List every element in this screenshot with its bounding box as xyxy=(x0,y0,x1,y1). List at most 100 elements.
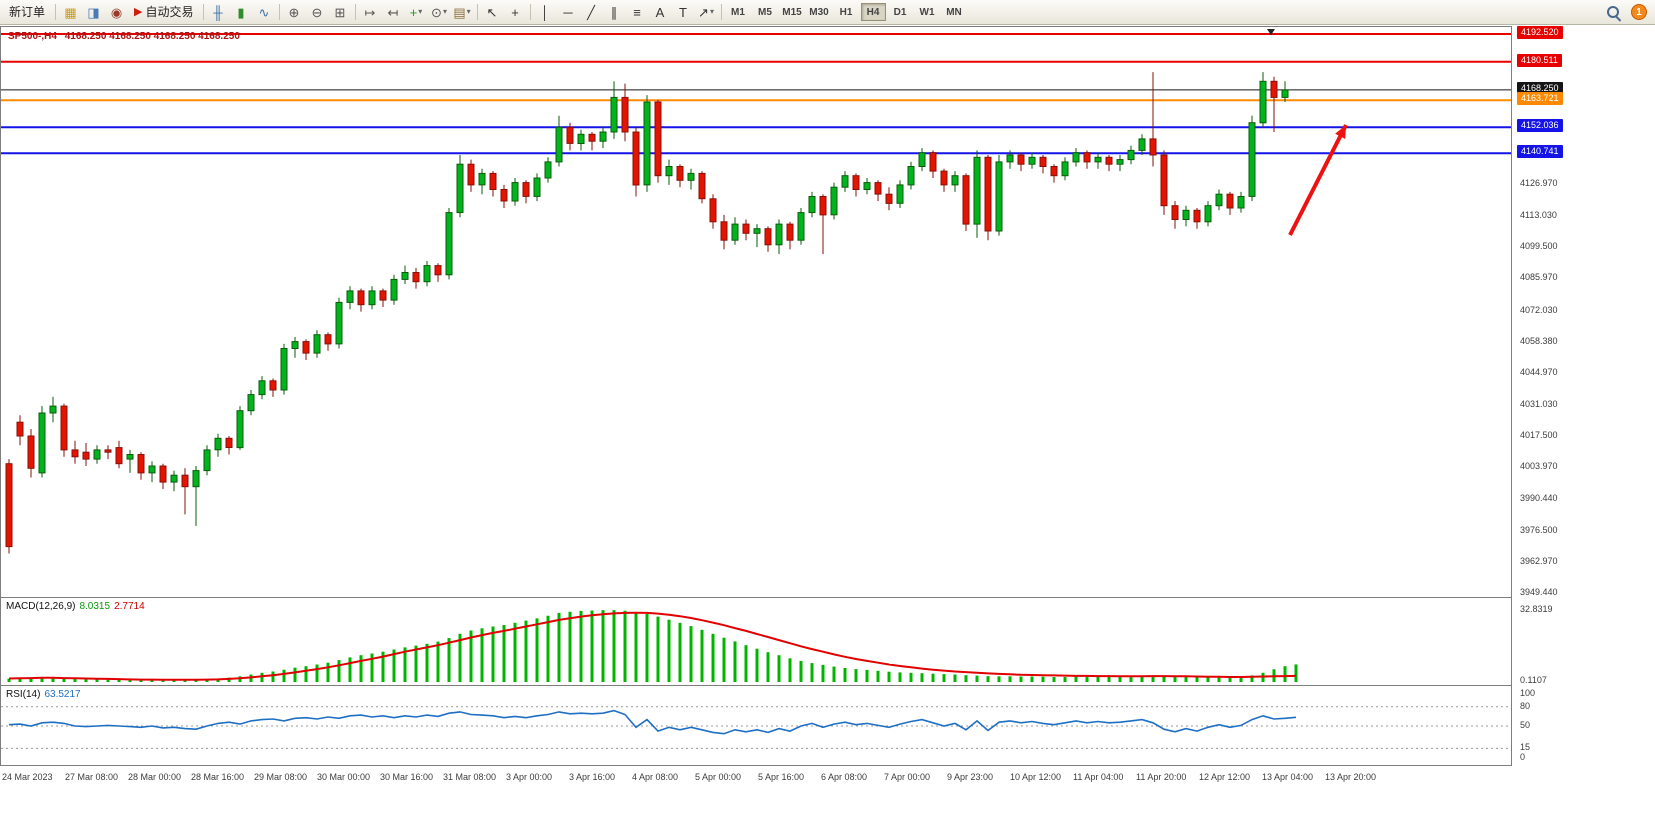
chart-shift-icon[interactable]: ↤ xyxy=(382,2,405,22)
timeframe-button-m5[interactable]: M5 xyxy=(753,3,778,21)
time-axis-label: 24 Mar 2023 xyxy=(2,772,53,782)
price-axis-label: 4058.380 xyxy=(1520,336,1558,346)
cursor-icon: ↖ xyxy=(486,4,498,20)
candle xyxy=(544,157,552,183)
candle xyxy=(1094,152,1102,169)
timeframe-button-h1[interactable]: H1 xyxy=(834,3,859,21)
equidistant-channel-icon[interactable]: ∥ xyxy=(603,2,626,22)
timeframe-button-m15[interactable]: M15 xyxy=(780,3,805,21)
time-axis-label: 10 Apr 12:00 xyxy=(1010,772,1062,782)
periods-button[interactable]: ⊙ ▾ xyxy=(428,2,451,22)
candle xyxy=(709,194,717,229)
price-chart-canvas[interactable] xyxy=(1,27,1511,597)
rsi-axis-label: 100 xyxy=(1520,688,1536,698)
toolbar-separator xyxy=(278,4,280,20)
trendline-icon[interactable]: ╱ xyxy=(580,2,603,22)
charts-grid-icon[interactable]: ▦ xyxy=(59,2,82,22)
line-chart-icon[interactable]: ∿ xyxy=(253,2,276,22)
time-axis[interactable]: 24 Mar 2023 27 Mar 08:00 28 Mar 00:00 28 Ma… xyxy=(0,766,1512,792)
candle xyxy=(269,378,277,397)
autotrading-button[interactable]: ▶ 自动交易 xyxy=(128,0,199,24)
crosshair-icon[interactable]: + xyxy=(504,2,527,22)
tile-windows-icon[interactable]: ⊞ xyxy=(329,2,352,22)
candle xyxy=(1083,150,1091,169)
text-label-icon: T xyxy=(679,4,687,20)
candle xyxy=(159,463,167,489)
candle xyxy=(654,99,662,183)
candle xyxy=(1061,157,1069,181)
chevron-down-icon: ▾ xyxy=(442,7,447,16)
timeframe-button-m1[interactable]: M1 xyxy=(726,3,751,21)
notification-badge[interactable]: 1 xyxy=(1631,4,1647,20)
candle xyxy=(368,286,376,310)
candle xyxy=(192,466,200,526)
price-axis-label: 4017.500 xyxy=(1520,430,1558,440)
timeframe-button-d1[interactable]: D1 xyxy=(888,3,913,21)
current-price-label: 4168.250 xyxy=(1517,82,1563,95)
candle xyxy=(16,415,24,446)
level-price-label: 4152.036 xyxy=(1517,119,1563,132)
text-icon[interactable]: A xyxy=(649,2,672,22)
bar-chart-icon[interactable]: ╫ xyxy=(207,2,230,22)
vertical-line-icon[interactable]: │ xyxy=(534,2,557,22)
candlestick-chart-icon[interactable]: ▮ xyxy=(230,2,253,22)
arrows-icon[interactable]: ↗ ▾ xyxy=(695,2,718,22)
line-chart-icon: ∿ xyxy=(258,4,270,20)
time-axis-label: 31 Mar 08:00 xyxy=(443,772,497,782)
chart-symbol-period: SP500-,H4 xyxy=(8,31,57,42)
macd-canvas[interactable] xyxy=(1,598,1511,685)
toolbar-separator xyxy=(720,4,722,20)
search-icon[interactable] xyxy=(1606,5,1621,20)
price-axis-label: 4099.500 xyxy=(1520,241,1558,251)
candle xyxy=(830,182,838,220)
trend-arrow-annotation[interactable] xyxy=(1288,124,1348,236)
price-axis-label: 4085.970 xyxy=(1520,272,1558,282)
candle xyxy=(852,173,860,197)
candle xyxy=(434,263,442,282)
new-order-button[interactable]: 新订单 xyxy=(2,0,52,24)
candle xyxy=(1204,201,1212,227)
zoom-out-icon[interactable]: ⊖ xyxy=(306,2,329,22)
toolbar-separator xyxy=(55,4,57,20)
candle xyxy=(181,468,189,515)
toolbar-right: 1 xyxy=(1606,4,1653,20)
indicators-button[interactable]: + ▾ xyxy=(405,2,428,22)
chevron-down-icon: ▾ xyxy=(709,7,714,16)
horizontal-line-icon[interactable]: ─ xyxy=(557,2,580,22)
templates-button[interactable]: ▤ ▾ xyxy=(451,2,474,22)
candle xyxy=(896,180,904,208)
macd-panel[interactable]: MACD(12,26,9) 8.0315 2.7714 xyxy=(0,597,1512,686)
cursor-icon[interactable]: ↖ xyxy=(481,2,504,22)
candle xyxy=(940,168,948,192)
rsi-canvas[interactable] xyxy=(1,686,1511,765)
time-axis-label: 5 Apr 00:00 xyxy=(695,772,742,782)
candle xyxy=(313,330,321,358)
price-chart-panel[interactable]: SP500-,H4 4168.250 4168.250 4168.250 416… xyxy=(0,26,1512,598)
time-axis-label: 29 Mar 08:00 xyxy=(254,772,308,782)
candle xyxy=(1160,150,1168,215)
zoom-in-icon[interactable]: ⊕ xyxy=(283,2,306,22)
candle xyxy=(170,470,178,492)
auto-scroll-icon[interactable]: ↦ xyxy=(359,2,382,22)
candle xyxy=(808,191,816,218)
candle xyxy=(291,337,299,358)
toolbar-separator xyxy=(354,4,356,20)
timeframe-button-h4[interactable]: H4 xyxy=(860,3,886,21)
text-label-icon[interactable]: T xyxy=(672,2,695,22)
profiles-icon[interactable]: ◨ xyxy=(82,2,105,22)
price-axis[interactable]: 4126.970 4113.030 4099.500 4085.970 4072.030… xyxy=(1512,26,1655,796)
community-icon[interactable]: ◉ xyxy=(105,2,128,22)
timeframe-button-w1[interactable]: W1 xyxy=(915,3,940,21)
candle xyxy=(841,171,849,192)
candle xyxy=(1116,155,1124,172)
timeframe-button-m30[interactable]: M30 xyxy=(807,3,832,21)
timeframe-button-mn[interactable]: MN xyxy=(942,3,967,21)
candle xyxy=(412,267,420,289)
text-icon: A xyxy=(655,4,665,20)
price-axis-label: 3990.440 xyxy=(1520,493,1558,503)
candle xyxy=(687,168,695,190)
toolbar-items: 新订单 ▦ ◨ ◉ ▶ 自动交易 ╫ ▮ ∿ ⊕ ⊖ ⊞ ↦ ↤ + ▾ ⊙ ▾ ▤ ▾ ↖ + │ ─ ╱ ∥ ≡ A T ↗ ▾ xyxy=(2,0,725,24)
fibonacci-icon[interactable]: ≡ xyxy=(626,2,649,22)
candle xyxy=(643,95,651,192)
rsi-panel[interactable]: RSI(14) 63.5217 xyxy=(0,685,1512,766)
